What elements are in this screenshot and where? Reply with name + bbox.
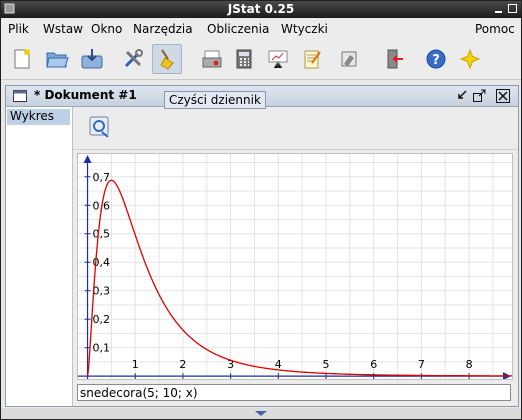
open-button[interactable] [42,44,72,74]
window-menu-icon[interactable] [4,3,15,14]
y-tick-label: 0,1 [93,342,111,355]
y-tick-label: 0,7 [93,171,111,184]
chart-svg: 1 2 3 4 5 6 7 80,10,20,30,40,50,60,7 [78,154,512,381]
star-icon [459,48,481,70]
y-tick-label: 0,5 [93,228,111,241]
y-tick-label: 0,3 [93,285,111,298]
document-icon [13,90,27,102]
eraser-button[interactable] [334,44,364,74]
menu-obliczenia[interactable]: Obliczenia [207,22,270,36]
tooltip: Czyści dziennik [164,91,266,109]
x-tick-label: 7 [418,358,425,371]
status-bar [1,408,521,419]
x-tick-label: 5 [323,358,330,371]
minimize-icon[interactable] [493,3,504,14]
clear-log-broom-icon [160,49,174,70]
plugin-button[interactable] [455,44,485,74]
exit-button[interactable] [379,44,409,74]
series-line [86,179,512,377]
menu-plik[interactable]: Plik [8,22,29,36]
menu-wtyczki[interactable]: Wtyczki [281,22,328,36]
document-title: * Dokument #1 [34,88,137,102]
menu-wstaw[interactable]: Wstaw [43,22,83,36]
new-document-button[interactable] [7,44,37,74]
maximize-doc-icon[interactable] [472,89,486,103]
sidebar-item-wykres[interactable]: Wykres [7,109,70,125]
notepad-icon [304,50,321,69]
plot-toolbar [73,107,518,150]
menu-narzedzia[interactable]: Narzędzia [133,22,193,36]
print-icon [202,50,222,68]
save-button[interactable] [77,44,107,74]
help-button[interactable]: ? [421,44,451,74]
x-tick-label: 6 [370,358,377,371]
save-icon [81,49,103,69]
presentation-icon [268,50,288,69]
print-button[interactable] [197,44,227,74]
tools-button[interactable] [118,44,148,74]
clear-log-button[interactable] [152,44,182,74]
x-tick-label: 3 [227,358,234,371]
expand-arrow-icon[interactable] [254,410,268,417]
calculator-button[interactable] [229,44,259,74]
close-doc-icon[interactable] [496,89,510,103]
menu-okno[interactable]: Okno [91,22,123,36]
title-bar: JStat 0.25 [1,1,521,18]
x-tick-label: 8 [466,358,473,371]
toolbar: ? [1,41,521,80]
chart: 1 2 3 4 5 6 7 8 0,1 0,2 0,3 0,4 0,5 0,6 0,7 [77,153,513,381]
sidebar: Wykres [6,107,73,406]
svg-text:?: ? [432,53,440,68]
x-tick-label: 4 [275,358,282,371]
new-document-icon [14,49,30,69]
document-window: * Dokument #1 Wykres [5,85,519,407]
open-folder-icon [46,52,69,68]
y-tick-label: 0,2 [93,313,111,326]
exit-door-icon [387,49,403,69]
y-tick-label: 0,4 [93,256,111,269]
maximize-icon[interactable] [507,3,518,14]
refresh-plot-icon [89,116,109,138]
presentation-button[interactable] [263,44,293,74]
iconify-icon[interactable] [454,89,468,103]
refresh-plot-button[interactable] [88,115,112,139]
x-tick-label: 2 [179,358,186,371]
y-axis-arrow [83,155,92,163]
plot-area: 1 2 3 4 5 6 7 8 0,1 0,2 0,3 0,4 0,5 0,6 0,7 snedecora(… [73,107,518,406]
command-input[interactable]: snedecora(5; 10; x) [77,384,511,401]
tools-icon [124,49,143,68]
calculator-icon [236,49,252,69]
eraser-icon [341,51,357,67]
help-icon: ? [426,49,446,69]
menu-bar: Plik Wstaw Okno Narzędzia Obliczenia Wty… [1,19,521,41]
window-title: JStat 0.25 [227,2,295,16]
x-tick-label: 1 [132,358,139,371]
notepad-button[interactable] [297,44,327,74]
menu-pomoc[interactable]: Pomoc [475,22,515,36]
